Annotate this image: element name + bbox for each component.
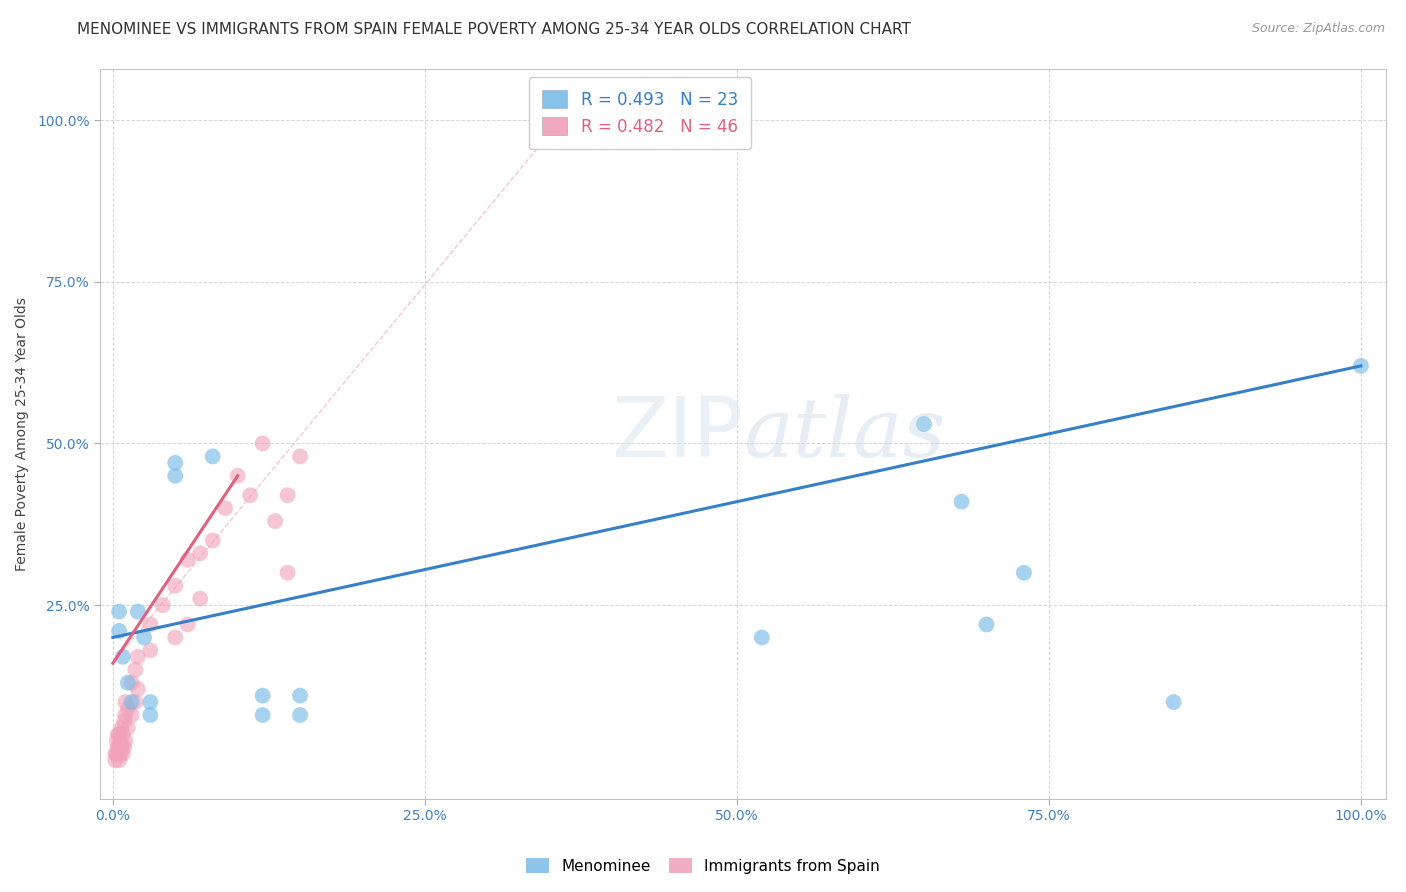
Point: [127, 682, 149, 697]
Point: [121, 675, 143, 690]
Point: [976, 617, 998, 632]
Point: [288, 689, 311, 703]
Point: [132, 631, 155, 645]
Point: [114, 734, 136, 748]
Point: [110, 734, 132, 748]
Legend: Menominee, Immigrants from Spain: Menominee, Immigrants from Spain: [520, 852, 886, 880]
Point: [114, 708, 136, 723]
Point: [950, 494, 973, 508]
Point: [110, 740, 132, 755]
Point: [124, 663, 146, 677]
Point: [152, 598, 174, 612]
Point: [239, 488, 262, 502]
Point: [264, 514, 287, 528]
Point: [165, 456, 187, 470]
Point: [188, 591, 211, 606]
Point: [165, 468, 187, 483]
Point: [105, 747, 128, 761]
Point: [105, 734, 128, 748]
Point: [252, 689, 274, 703]
Point: [214, 501, 236, 516]
Point: [177, 617, 200, 632]
Point: [108, 727, 131, 741]
Point: [111, 747, 134, 761]
Point: [121, 695, 143, 709]
Point: [252, 436, 274, 450]
Point: [1163, 695, 1185, 709]
Point: [912, 417, 935, 431]
Point: [177, 553, 200, 567]
Point: [110, 747, 132, 761]
Point: [139, 695, 162, 709]
Point: [108, 753, 131, 767]
Point: [139, 617, 162, 632]
Point: [201, 450, 224, 464]
Point: [117, 675, 139, 690]
Point: [112, 714, 135, 729]
Point: [277, 488, 299, 502]
Point: [117, 701, 139, 715]
Point: [107, 740, 129, 755]
Point: [277, 566, 299, 580]
Point: [139, 708, 162, 723]
Text: ZIP: ZIP: [612, 393, 744, 475]
Legend: R = 0.493   N = 23, R = 0.482   N = 46: R = 0.493 N = 23, R = 0.482 N = 46: [529, 77, 751, 149]
Point: [1012, 566, 1035, 580]
Point: [124, 695, 146, 709]
Point: [107, 727, 129, 741]
Point: [104, 747, 127, 761]
Text: Source: ZipAtlas.com: Source: ZipAtlas.com: [1251, 22, 1385, 36]
Point: [201, 533, 224, 548]
Point: [110, 721, 132, 735]
Point: [114, 695, 136, 709]
Point: [139, 643, 162, 657]
Point: [127, 649, 149, 664]
Point: [188, 546, 211, 560]
Point: [751, 631, 773, 645]
Point: [288, 708, 311, 723]
Point: [111, 649, 134, 664]
Point: [165, 631, 187, 645]
Point: [288, 450, 311, 464]
Point: [108, 624, 131, 638]
Point: [108, 605, 131, 619]
Point: [252, 708, 274, 723]
Point: [226, 468, 249, 483]
Point: [165, 579, 187, 593]
Text: atlas: atlas: [744, 393, 945, 474]
Point: [112, 740, 135, 755]
Point: [104, 753, 127, 767]
Point: [127, 605, 149, 619]
Point: [121, 708, 143, 723]
Point: [111, 727, 134, 741]
Text: MENOMINEE VS IMMIGRANTS FROM SPAIN FEMALE POVERTY AMONG 25-34 YEAR OLDS CORRELAT: MENOMINEE VS IMMIGRANTS FROM SPAIN FEMAL…: [77, 22, 911, 37]
Point: [108, 740, 131, 755]
Y-axis label: Female Poverty Among 25-34 Year Olds: Female Poverty Among 25-34 Year Olds: [15, 297, 30, 571]
Point: [1350, 359, 1372, 373]
Point: [117, 721, 139, 735]
